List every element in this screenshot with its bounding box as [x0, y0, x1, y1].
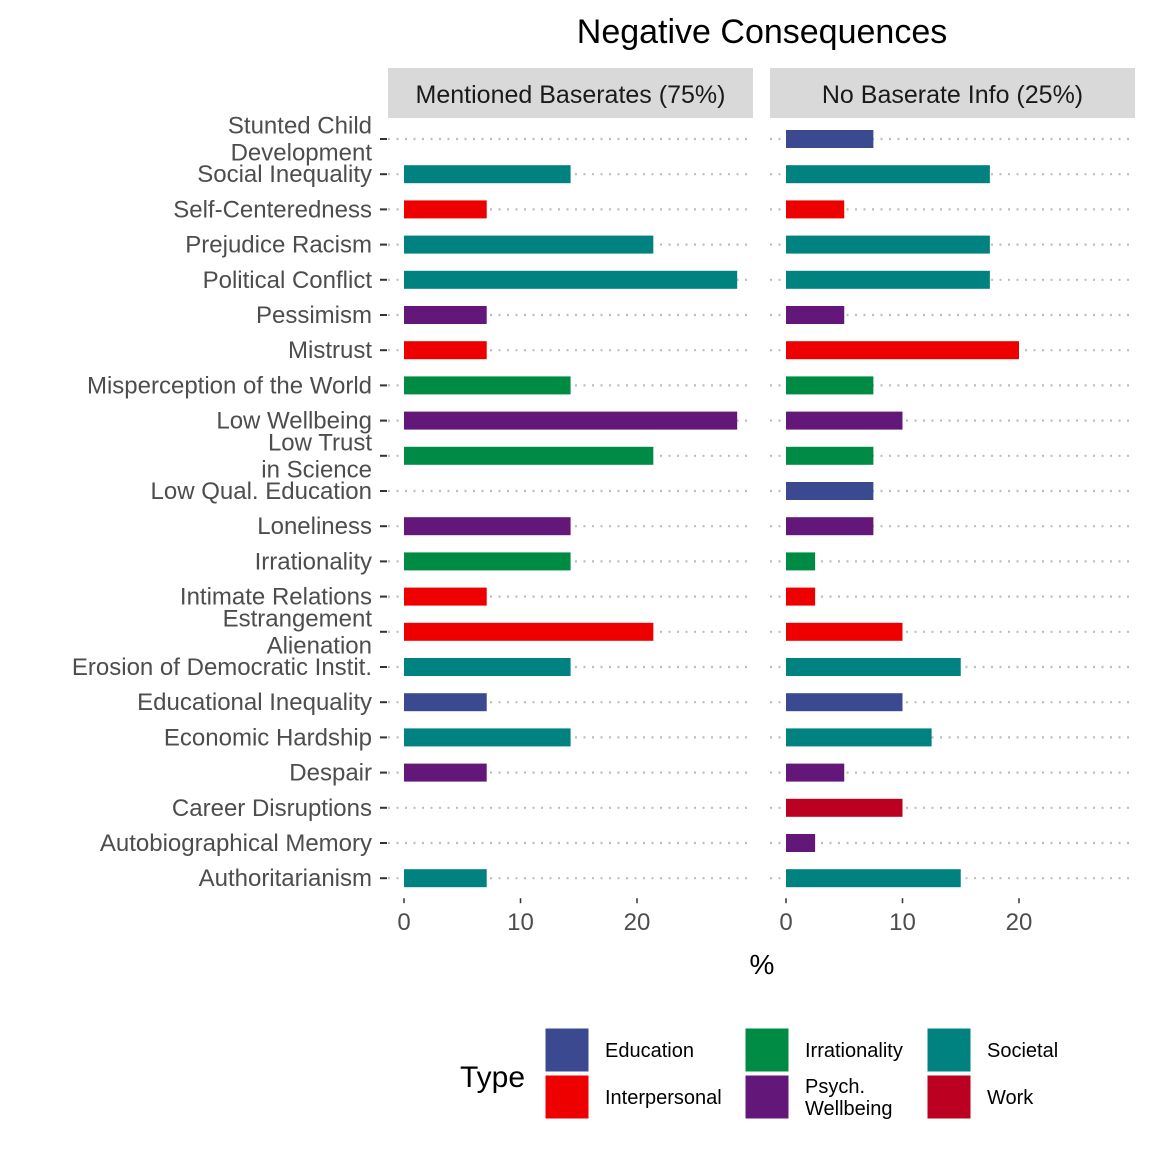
legend-label-psych-wellbeing: Psych. Wellbeing	[805, 1076, 892, 1120]
y-label-low-trust-in-science: Low Trust in Science	[261, 429, 372, 483]
legend-key-interpersonal	[544, 1074, 590, 1120]
y-label-economic-hardship: Economic Hardship	[164, 724, 372, 751]
legend-key-education	[544, 1027, 590, 1073]
bar-estrangement-alienation: Estrangement Alienation: 10	[786, 622, 903, 641]
y-label-social-inequality: Social Inequality	[197, 161, 372, 188]
panel-title: No Baserate Info (25%)	[822, 81, 1083, 109]
y-label-stunted-child-development: Stunted Child Development	[228, 113, 372, 167]
y-label-intimate-relations: Intimate Relations	[180, 584, 372, 611]
bar-social-inequality: Social Inequality: 14.3	[404, 165, 571, 184]
bar-educational-inequality: Educational Inequality: 7.1	[404, 693, 487, 712]
panel-title: Mentioned Baserates (75%)	[416, 81, 726, 109]
y-label-autobiographical-memory: Autobiographical Memory	[100, 830, 372, 857]
bar-low-trust-in-science: Low Trust in Science: 7.5	[786, 446, 874, 465]
bar-low-wellbeing: Low Wellbeing: 28.6	[404, 411, 738, 430]
bar-loneliness: Loneliness: 14.3	[404, 517, 571, 536]
panel-no-baserate-info-25: No Baserate Info (25%) Stunted Child Deve…	[770, 68, 1135, 936]
panel-mentioned-baserates-75: Mentioned Baserates (75%) Social Inequali…	[388, 68, 753, 936]
y-label-despair: Despair	[289, 760, 372, 787]
bar-pessimism: Pessimism: 7.1	[404, 306, 487, 324]
bar-irrationality: Irrationality: 2.5	[786, 552, 816, 571]
y-label-career-disruptions: Career Disruptions	[172, 795, 372, 822]
bar-intimate-relations: Intimate Relations: 2.5	[786, 587, 816, 606]
x-tick-label: 10	[507, 909, 534, 936]
y-label-political-conflict: Political Conflict	[203, 267, 373, 294]
bar-irrationality: Irrationality: 14.3	[404, 552, 571, 571]
bar-mistrust: Mistrust: 20	[786, 341, 1019, 360]
legend-key-irrationality	[744, 1027, 790, 1073]
y-label-irrationality: Irrationality	[255, 548, 372, 575]
bar-political-conflict: Political Conflict: 28.6	[404, 270, 738, 289]
legend-label-education: Education	[605, 1040, 694, 1062]
panel-strip	[770, 68, 1135, 118]
x-axis-title: %	[750, 949, 775, 980]
bar-despair: Despair: 7.1	[404, 763, 487, 782]
y-label-loneliness: Loneliness	[257, 513, 372, 540]
bar-social-inequality: Social Inequality: 17.5	[786, 165, 990, 184]
legend-label-irrationality: Irrationality	[805, 1040, 903, 1062]
bar-erosion-of-democratic-instit: Erosion of Democratic Instit.: 14.3	[404, 658, 571, 676]
y-label-low-wellbeing: Low Wellbeing	[216, 408, 372, 435]
y-label-estrangement-alienation: Estrangement Alienation	[223, 605, 373, 659]
y-label-authoritarianism: Authoritarianism	[199, 865, 372, 892]
bar-despair: Despair: 5	[786, 763, 845, 782]
bar-self-centeredness: Self-Centeredness: 5	[786, 200, 845, 219]
bar-authoritarianism: Authoritarianism: 7.1	[404, 869, 487, 888]
bar-low-wellbeing: Low Wellbeing: 10	[786, 411, 903, 430]
bar-authoritarianism: Authoritarianism: 15	[786, 869, 961, 888]
y-label-erosion-of-democratic-instit: Erosion of Democratic Instit.	[72, 654, 372, 681]
bar-economic-hardship: Economic Hardship: 14.3	[404, 728, 571, 747]
bar-misperception-of-the-world: Misperception of the World: 7.5	[786, 376, 874, 395]
legend-key-psych-wellbeing	[744, 1074, 790, 1120]
x-tick-label: 0	[779, 909, 792, 936]
panel-strip	[388, 68, 753, 118]
legend-key-societal	[926, 1027, 972, 1073]
legend-key-work	[926, 1074, 972, 1120]
bar-economic-hardship: Economic Hardship: 12.5	[786, 728, 932, 747]
bar-prejudice-racism: Prejudice Racism: 21.4	[404, 235, 654, 254]
y-label-self-centeredness: Self-Centeredness	[173, 196, 372, 223]
bar-pessimism: Pessimism: 5	[786, 306, 845, 324]
bar-educational-inequality: Educational Inequality: 10	[786, 693, 903, 712]
legend-label-societal: Societal	[987, 1040, 1058, 1062]
legend-label-work: Work	[987, 1087, 1034, 1109]
x-tick-label: 20	[624, 909, 651, 936]
x-tick-label: 0	[397, 909, 410, 936]
y-label-mistrust: Mistrust	[288, 337, 372, 364]
bar-prejudice-racism: Prejudice Racism: 17.5	[786, 235, 990, 254]
bar-estrangement-alienation: Estrangement Alienation: 21.4	[404, 622, 654, 641]
bar-autobiographical-memory: Autobiographical Memory: 2.5	[786, 834, 816, 852]
y-label-educational-inequality: Educational Inequality	[137, 689, 372, 716]
bar-low-qual-education: Low Qual. Education: 7.5	[786, 482, 874, 500]
y-label-pessimism: Pessimism	[256, 302, 372, 329]
x-tick-label: 20	[1006, 909, 1033, 936]
y-label-misperception-of-the-world: Misperception of the World	[87, 372, 372, 399]
legend: Type Education Interpersonal Irrationality…	[460, 1027, 1058, 1120]
bar-political-conflict: Political Conflict: 17.5	[786, 270, 990, 289]
bar-misperception-of-the-world: Misperception of the World: 14.3	[404, 376, 571, 395]
bar-low-trust-in-science: Low Trust in Science: 21.4	[404, 446, 654, 465]
bar-mistrust: Mistrust: 7.1	[404, 341, 487, 360]
bar-stunted-child-development: Stunted Child Development: 7.5	[786, 130, 874, 148]
legend-label-interpersonal: Interpersonal	[605, 1087, 722, 1109]
bar-erosion-of-democratic-instit: Erosion of Democratic Instit.: 15	[786, 658, 961, 676]
y-label-low-qual-education: Low Qual. Education	[151, 478, 372, 505]
y-label-prejudice-racism: Prejudice Racism	[185, 232, 372, 259]
bar-loneliness: Loneliness: 7.5	[786, 517, 874, 536]
chart-title: Negative Consequences	[577, 13, 947, 51]
bar-self-centeredness: Self-Centeredness: 7.1	[404, 200, 487, 219]
x-tick-label: 10	[889, 909, 916, 936]
bar-career-disruptions: Career Disruptions: 10	[786, 798, 903, 817]
legend-title: Type	[460, 1061, 525, 1094]
bar-intimate-relations: Intimate Relations: 7.1	[404, 587, 487, 606]
